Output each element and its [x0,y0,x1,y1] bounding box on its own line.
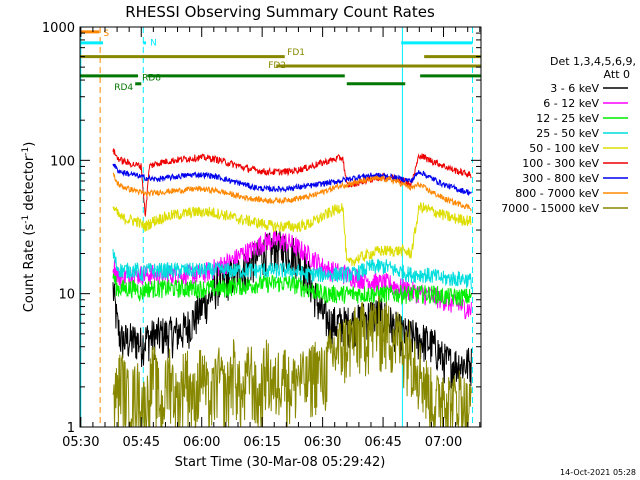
y-tick-label: 1000 [42,21,75,36]
y-axis-label: Count Rate (s-1 detector-1) [21,142,37,313]
state-label-rd8: RD8 [142,74,161,84]
state-label-rd4: RD4 [114,83,133,93]
legend-label: 25 - 50 keV [536,127,599,140]
chart-title: RHESSI Observing Summary Count Rates [125,3,435,21]
x-tick-label: 06:15 [243,435,280,450]
y-tick-label: 100 [50,154,75,169]
state-label-fd2: FD2 [268,61,286,71]
legend-label: 300 - 800 keV [522,172,599,185]
timestamp: 14-Oct-2021 05:28 [560,468,636,477]
series-line-3-6kev [112,230,472,390]
legend-header-attenuator: Att 0 [604,68,630,81]
legend: Det 1,3,4,5,6,9, Att 0 3 - 6 keV 6 - 12 k… [501,55,636,215]
x-tick-label: 06:30 [304,435,341,450]
legend-label: 12 - 25 keV [536,112,599,125]
legend-label: 100 - 300 keV [522,157,599,170]
x-tick-label: 05:30 [62,435,99,450]
legend-label: 3 - 6 keV [550,82,599,95]
series-line-25-50kev [112,249,472,290]
state-label-fd1: FD1 [287,48,305,58]
legend-label: 800 - 7000 keV [515,187,599,200]
series-line-50-100kev [112,202,472,267]
state-label-s: S [103,29,109,39]
x-tick-label: 06:00 [183,435,220,450]
state-label-n: N [150,38,157,48]
series-line-800-7000kev [112,172,472,212]
legend-header-detectors: Det 1,3,4,5,6,9, [550,55,636,68]
legend-label: 7000 - 15000 keV [501,202,599,215]
x-axis-label: Start Time (30-Mar-08 05:29:42) [175,455,386,470]
y-tick-label: 1 [67,421,75,436]
series-line-7000-15000kev [112,295,472,429]
y-tick-label: 10 [58,288,75,303]
x-tick-label: 06:45 [364,435,401,450]
x-tick-label: 07:00 [425,435,462,450]
legend-label: 6 - 12 keV [543,97,599,110]
legend-label: 50 - 100 keV [529,142,599,155]
x-tick-label: 05:45 [123,435,160,450]
series-line-300-800kev [112,163,472,197]
plot-frame [79,26,482,428]
